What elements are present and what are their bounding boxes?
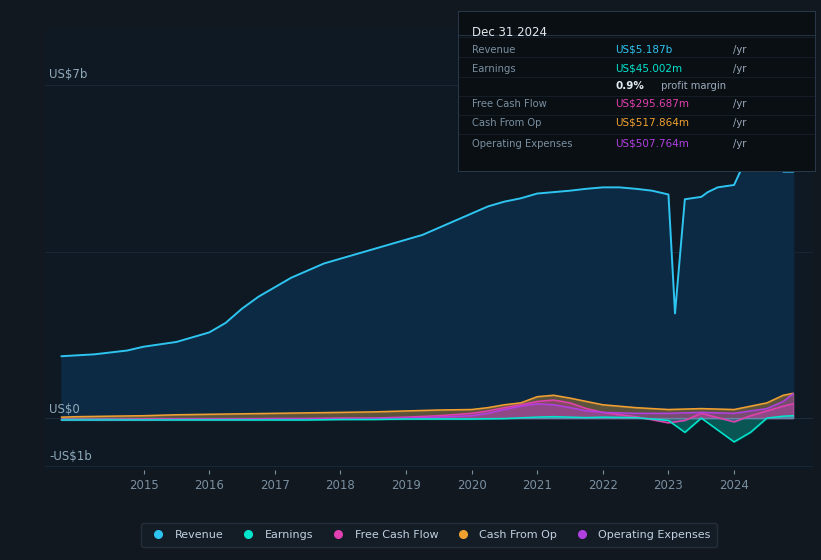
Text: US$0: US$0 bbox=[49, 403, 80, 416]
Text: US$507.764m: US$507.764m bbox=[615, 139, 689, 148]
Text: Cash From Op: Cash From Op bbox=[472, 118, 542, 128]
Text: US$517.864m: US$517.864m bbox=[615, 118, 690, 128]
Text: US$5.187b: US$5.187b bbox=[615, 44, 672, 54]
Text: US$295.687m: US$295.687m bbox=[615, 99, 690, 109]
Text: Dec 31 2024: Dec 31 2024 bbox=[472, 26, 548, 39]
Text: Revenue: Revenue bbox=[472, 44, 516, 54]
Text: US$7b: US$7b bbox=[49, 68, 87, 81]
Text: /yr: /yr bbox=[733, 118, 746, 128]
Legend: Revenue, Earnings, Free Cash Flow, Cash From Op, Operating Expenses: Revenue, Earnings, Free Cash Flow, Cash … bbox=[140, 524, 718, 547]
Text: 0.9%: 0.9% bbox=[615, 81, 644, 91]
Text: US$45.002m: US$45.002m bbox=[615, 64, 682, 74]
Text: Earnings: Earnings bbox=[472, 64, 516, 74]
Text: -US$1b: -US$1b bbox=[49, 450, 92, 464]
Text: /yr: /yr bbox=[733, 64, 746, 74]
Text: /yr: /yr bbox=[733, 44, 746, 54]
Text: Free Cash Flow: Free Cash Flow bbox=[472, 99, 547, 109]
Text: /yr: /yr bbox=[733, 139, 746, 148]
Text: profit margin: profit margin bbox=[658, 81, 727, 91]
Text: /yr: /yr bbox=[733, 99, 746, 109]
Text: Operating Expenses: Operating Expenses bbox=[472, 139, 573, 148]
